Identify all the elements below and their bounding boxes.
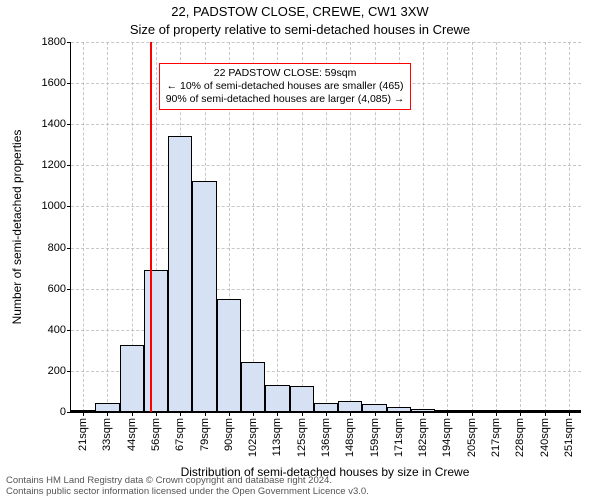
x-tick-label: 251sqm xyxy=(563,418,575,457)
gridline-vertical xyxy=(496,42,497,412)
gridline-vertical xyxy=(472,42,473,412)
annotation-box: 22 PADSTOW CLOSE: 59sqm← 10% of semi-det… xyxy=(159,63,412,110)
x-tick-label: 79sqm xyxy=(199,418,211,451)
histogram-bar xyxy=(95,403,119,412)
y-tick-mark xyxy=(67,165,71,166)
histogram-bar xyxy=(217,299,241,412)
histogram-bar xyxy=(265,385,289,412)
y-tick-mark xyxy=(67,248,71,249)
x-tick-label: 136sqm xyxy=(320,418,332,457)
x-tick-mark xyxy=(277,412,278,416)
y-tick-label: 1200 xyxy=(26,159,66,171)
x-tick-mark xyxy=(107,412,108,416)
x-tick-mark xyxy=(326,412,327,416)
y-tick-label: 400 xyxy=(26,324,66,336)
histogram-bar xyxy=(144,270,168,412)
x-tick-label: 228sqm xyxy=(514,418,526,457)
x-tick-mark xyxy=(399,412,400,416)
annotation-line: ← 10% of semi-detached houses are smalle… xyxy=(166,80,405,93)
gridline-vertical xyxy=(83,42,84,412)
histogram-bar xyxy=(362,404,386,412)
x-tick-label: 33sqm xyxy=(101,418,113,451)
x-tick-mark xyxy=(156,412,157,416)
histogram-bar xyxy=(168,136,192,412)
y-tick-mark xyxy=(67,371,71,372)
y-axis-label: Number of semi-detached properties xyxy=(10,0,26,42)
x-tick-mark xyxy=(180,412,181,416)
x-tick-mark xyxy=(472,412,473,416)
x-tick-label: 113sqm xyxy=(271,418,283,456)
y-tick-label: 1600 xyxy=(26,77,66,89)
x-tick-mark xyxy=(350,412,351,416)
y-tick-mark xyxy=(67,124,71,125)
x-tick-label: 67sqm xyxy=(174,418,186,451)
histogram-bar xyxy=(314,403,338,412)
y-tick-label: 1800 xyxy=(26,36,66,48)
x-tick-label: 182sqm xyxy=(417,418,429,457)
footer-line-2: Contains public sector information licen… xyxy=(6,487,369,498)
histogram-bar xyxy=(120,345,144,412)
gridline-vertical xyxy=(569,42,570,412)
reference-line xyxy=(150,42,152,412)
y-tick-label: 600 xyxy=(26,283,66,295)
x-tick-label: 44sqm xyxy=(126,418,138,451)
y-tick-label: 1400 xyxy=(26,118,66,130)
y-tick-mark xyxy=(67,42,71,43)
histogram-bar xyxy=(290,386,314,412)
y-tick-label: 800 xyxy=(26,242,66,254)
x-tick-label: 194sqm xyxy=(441,418,453,457)
gridline-vertical xyxy=(423,42,424,412)
x-tick-label: 205sqm xyxy=(466,418,478,457)
y-tick-label: 0 xyxy=(26,406,66,418)
footer: Contains HM Land Registry data © Crown c… xyxy=(6,476,369,498)
x-tick-label: 148sqm xyxy=(344,418,356,457)
histogram-bar xyxy=(338,401,362,412)
plot-area: 22 PADSTOW CLOSE: 59sqm← 10% of semi-det… xyxy=(70,42,581,413)
gridline-vertical xyxy=(447,42,448,412)
y-tick-mark xyxy=(67,412,71,413)
x-tick-label: 56sqm xyxy=(150,418,162,451)
y-tick-label: 200 xyxy=(26,365,66,377)
x-tick-mark xyxy=(229,412,230,416)
x-tick-mark xyxy=(302,412,303,416)
x-tick-mark xyxy=(375,412,376,416)
chart-title: Size of property relative to semi-detach… xyxy=(0,22,600,37)
histogram-bar xyxy=(241,362,265,412)
x-tick-mark xyxy=(423,412,424,416)
x-tick-mark xyxy=(447,412,448,416)
y-tick-mark xyxy=(67,330,71,331)
y-tick-label: 1000 xyxy=(26,200,66,212)
x-tick-mark xyxy=(545,412,546,416)
histogram-chart: 22, PADSTOW CLOSE, CREWE, CW1 3XW Size o… xyxy=(0,0,600,500)
chart-supertitle: 22, PADSTOW CLOSE, CREWE, CW1 3XW xyxy=(0,4,600,19)
gridline-vertical xyxy=(545,42,546,412)
gridline-vertical xyxy=(520,42,521,412)
annotation-line: 22 PADSTOW CLOSE: 59sqm xyxy=(166,67,405,80)
x-tick-mark xyxy=(253,412,254,416)
x-tick-label: 159sqm xyxy=(369,418,381,457)
x-tick-mark xyxy=(205,412,206,416)
y-tick-mark xyxy=(67,83,71,84)
x-tick-mark xyxy=(569,412,570,416)
y-tick-mark xyxy=(67,206,71,207)
y-tick-mark xyxy=(67,289,71,290)
annotation-line: 90% of semi-detached houses are larger (… xyxy=(166,93,405,106)
histogram-bar xyxy=(192,181,216,412)
x-tick-mark xyxy=(83,412,84,416)
x-tick-label: 217sqm xyxy=(490,418,502,457)
x-tick-label: 171sqm xyxy=(393,418,405,457)
x-tick-label: 90sqm xyxy=(223,418,235,451)
x-tick-label: 240sqm xyxy=(539,418,551,457)
x-tick-label: 125sqm xyxy=(296,418,308,457)
x-tick-mark xyxy=(132,412,133,416)
x-tick-label: 102sqm xyxy=(247,418,259,457)
x-tick-label: 21sqm xyxy=(77,418,89,451)
x-tick-mark xyxy=(520,412,521,416)
x-tick-mark xyxy=(496,412,497,416)
gridline-vertical xyxy=(107,42,108,412)
